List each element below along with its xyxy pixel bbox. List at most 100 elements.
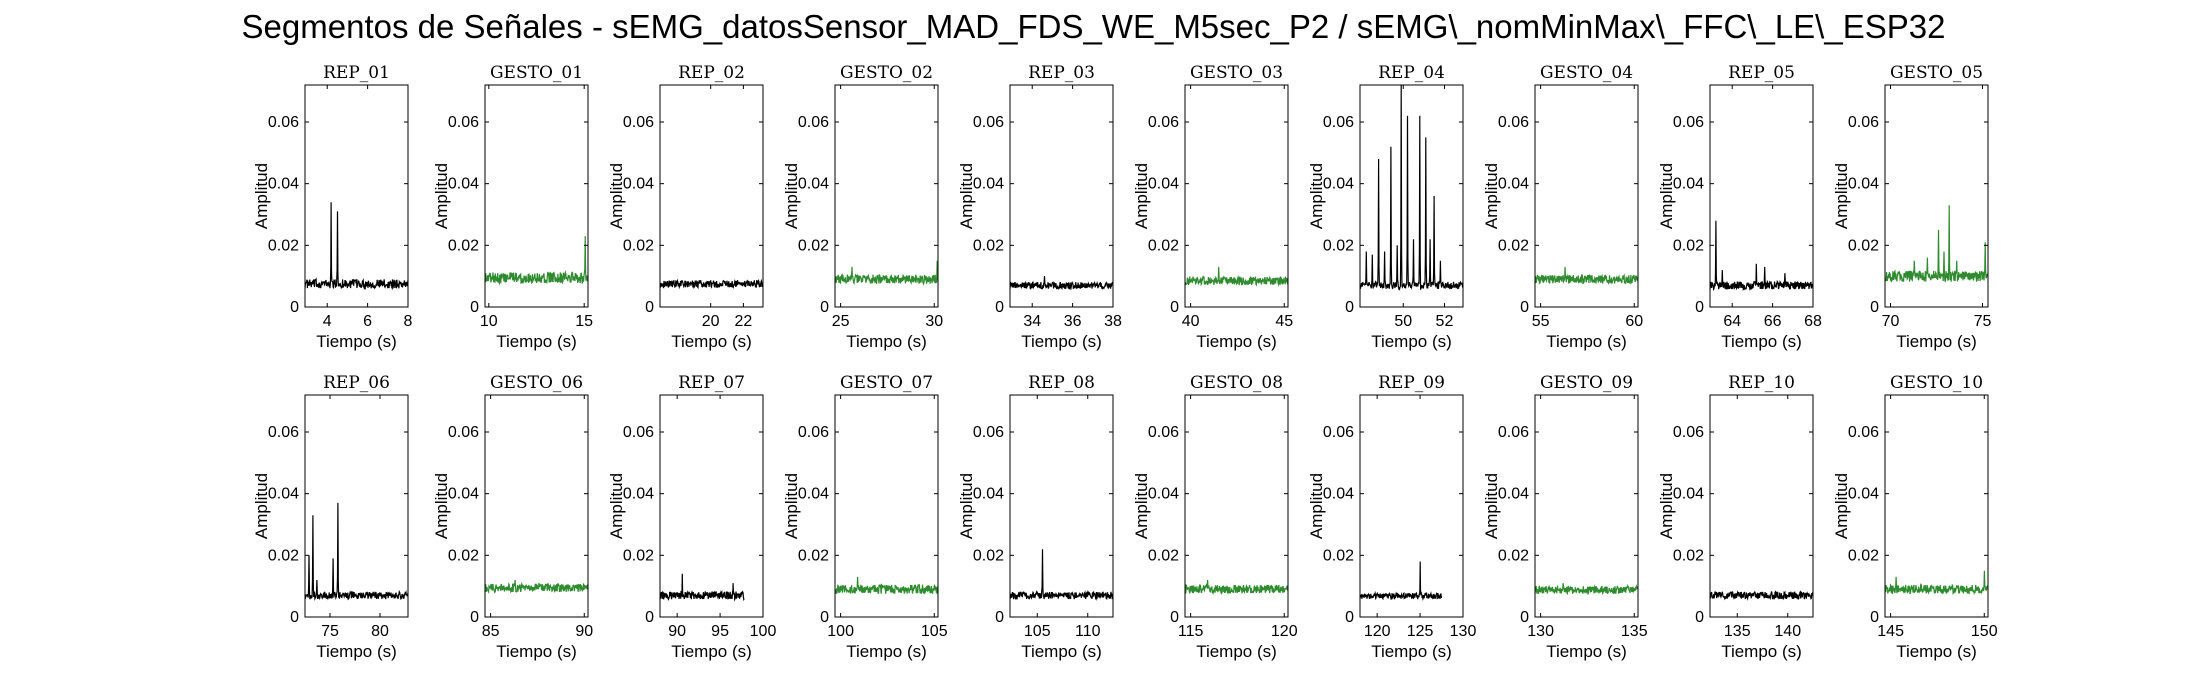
axes-box (659, 84, 764, 308)
axes-box (304, 394, 409, 618)
x-axis-label: Tiempo (s) (1196, 642, 1277, 661)
series-line (484, 579, 589, 595)
subplot-title: GESTO_01 (490, 63, 583, 83)
x-axis-label: Tiempo (s) (846, 332, 927, 351)
y-tick-label: 0.06 (1148, 424, 1179, 441)
y-tick-label: 0.02 (1673, 237, 1704, 254)
x-tick-label: 120 (1364, 623, 1391, 640)
axes-box (1184, 394, 1289, 618)
y-tick-label: 0.06 (1498, 424, 1529, 441)
axes-box (834, 84, 939, 308)
x-axis-label: Tiempo (s) (1721, 642, 1802, 661)
y-tick-label: 0 (1695, 299, 1704, 316)
x-tick-label: 105 (1024, 623, 1051, 640)
x-axis-label: Tiempo (s) (1371, 642, 1452, 661)
y-tick-label: 0.06 (448, 424, 479, 441)
x-axis-label: Tiempo (s) (1896, 642, 1977, 661)
subplot-title: GESTO_03 (1190, 63, 1283, 83)
x-tick-label: 120 (1271, 623, 1298, 640)
y-tick-label: 0 (645, 609, 654, 626)
y-tick-label: 0.06 (268, 424, 299, 441)
axes-box (1709, 394, 1814, 618)
y-tick-label: 0.06 (1848, 114, 1879, 131)
y-axis-label: Amplitud (957, 163, 976, 229)
y-tick-label: 0.06 (1498, 114, 1529, 131)
y-tick-label: 0.04 (798, 486, 829, 503)
x-tick-label: 60 (1625, 313, 1643, 330)
x-axis-label: Tiempo (s) (1896, 332, 1977, 351)
y-axis-label: Amplitud (957, 473, 976, 539)
subplot-rep-07: 0 0.02 0.04 0.06 90 95 100 REP_07 Tiempo (s) Ampl… (607, 373, 776, 661)
x-tick-label: 36 (1064, 313, 1082, 330)
subplot-title: GESTO_06 (490, 373, 583, 393)
y-tick-label: 0.02 (623, 237, 654, 254)
axes-box (1709, 84, 1814, 308)
x-tick-label: 4 (323, 313, 332, 330)
y-axis-label: Amplitud (432, 163, 451, 229)
x-tick-label: 130 (1527, 623, 1554, 640)
y-tick-label: 0.06 (1673, 424, 1704, 441)
x-tick-label: 125 (1407, 623, 1434, 640)
series-line (659, 278, 764, 290)
subplot-title: GESTO_08 (1190, 373, 1283, 393)
series-line (304, 202, 409, 291)
x-tick-label: 8 (404, 313, 413, 330)
axes-box (1534, 394, 1639, 618)
y-axis-label: Amplitud (432, 473, 451, 539)
y-tick-label: 0 (1345, 299, 1354, 316)
y-tick-label: 0.04 (973, 486, 1004, 503)
axes-box (1534, 84, 1639, 308)
y-tick-label: 0.04 (1848, 486, 1879, 503)
y-tick-label: 0.06 (1323, 424, 1354, 441)
y-tick-label: 0.02 (1148, 547, 1179, 564)
subplot-title: REP_02 (678, 63, 745, 83)
y-tick-label: 0.02 (798, 237, 829, 254)
x-tick-label: 66 (1764, 313, 1782, 330)
x-tick-label: 100 (750, 623, 777, 640)
x-tick-label: 34 (1023, 313, 1041, 330)
x-tick-label: 105 (921, 623, 948, 640)
subplot-title: REP_03 (1028, 63, 1095, 83)
axes-box (1009, 394, 1114, 618)
y-tick-label: 0.06 (623, 424, 654, 441)
y-tick-label: 0.06 (1323, 114, 1354, 131)
y-axis-label: Amplitud (1832, 163, 1851, 229)
axes-box (304, 84, 409, 308)
x-tick-label: 30 (925, 313, 943, 330)
y-tick-label: 0.02 (448, 237, 479, 254)
y-tick-label: 0.02 (1673, 547, 1704, 564)
x-axis-label: Tiempo (s) (1021, 332, 1102, 351)
subplot-rep-09: 0 0.02 0.04 0.06 120 125 130 REP_09 Tiempo (s) Am… (1307, 373, 1476, 661)
y-tick-label: 0 (1345, 609, 1354, 626)
y-tick-label: 0.02 (798, 547, 829, 564)
y-tick-label: 0.02 (448, 547, 479, 564)
y-tick-label: 0 (1170, 609, 1179, 626)
y-tick-label: 0.06 (1848, 424, 1879, 441)
axes-box (484, 394, 589, 618)
x-axis-label: Tiempo (s) (1371, 332, 1452, 351)
x-tick-label: 45 (1275, 313, 1293, 330)
x-tick-label: 52 (1436, 313, 1454, 330)
subplot-title: REP_05 (1728, 63, 1795, 83)
axes-box (1884, 394, 1989, 618)
subplot-gesto-06: 0 0.02 0.04 0.06 85 90 GESTO_06 Tiempo (s) Ampli… (432, 373, 593, 661)
x-axis-label: Tiempo (s) (1721, 332, 1802, 351)
series-line (834, 260, 939, 286)
subplot-gesto-04: 0 0.02 0.04 0.06 55 60 GESTO_04 Tiempo (s) Ampli… (1482, 63, 1643, 351)
x-tick-label: 115 (1178, 623, 1204, 640)
x-axis-label: Tiempo (s) (671, 642, 752, 661)
series-line (1534, 266, 1639, 285)
subplot-gesto-05: 0 0.02 0.04 0.06 70 75 GESTO_05 Tiempo (s) Ampli… (1832, 63, 1991, 351)
x-tick-label: 38 (1104, 313, 1122, 330)
subplot-title: GESTO_05 (1890, 63, 1983, 83)
subplot-title: REP_10 (1728, 373, 1795, 393)
y-tick-label: 0.04 (1498, 176, 1529, 193)
x-tick-label: 145 (1877, 623, 1904, 640)
y-tick-label: 0.04 (1323, 176, 1354, 193)
y-axis-label: Amplitud (1657, 163, 1676, 229)
subplot-rep-08: 0 0.02 0.04 0.06 105 110 REP_08 Tiempo (s) Ampli… (957, 373, 1114, 661)
subplot-rep-01: 0 0.02 0.04 0.06 4 6 8 REP_01 Tiempo (s) Amplitud (252, 63, 413, 351)
x-tick-label: 85 (482, 623, 500, 640)
y-axis-label: Amplitud (607, 163, 626, 229)
